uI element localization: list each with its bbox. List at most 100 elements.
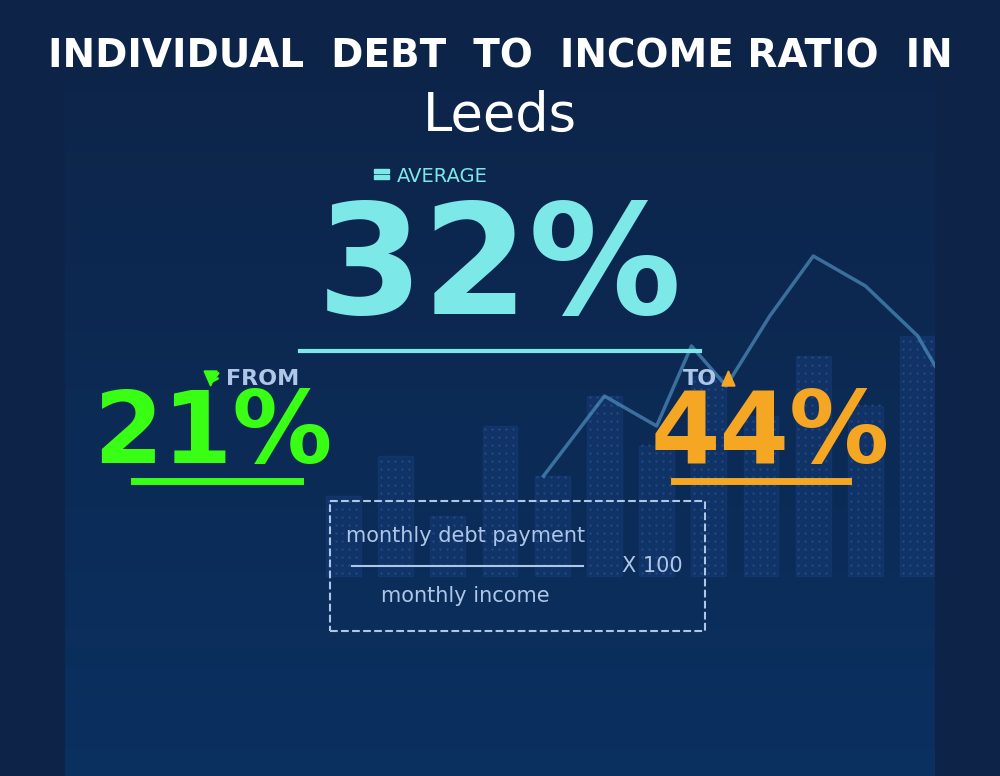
Bar: [65, 629, 935, 632]
Bar: [65, 198, 935, 202]
Bar: [65, 555, 935, 559]
Bar: [65, 39, 935, 43]
Text: X 100: X 100: [622, 556, 683, 576]
Text: TO: TO: [683, 369, 718, 389]
Bar: [65, 19, 935, 23]
Bar: [65, 97, 935, 101]
Bar: [65, 252, 935, 256]
Bar: [65, 435, 935, 438]
Bar: [65, 710, 935, 714]
Bar: [65, 512, 935, 516]
Bar: [65, 598, 935, 601]
Bar: [65, 326, 935, 330]
Bar: [65, 23, 935, 27]
Bar: [65, 287, 935, 291]
Bar: [65, 687, 935, 691]
Bar: [65, 679, 935, 683]
Bar: [65, 458, 935, 462]
Bar: [65, 217, 935, 221]
Bar: [900, 336, 935, 576]
Text: monthly income: monthly income: [381, 586, 550, 606]
Bar: [65, 675, 935, 679]
Bar: [65, 714, 935, 718]
Bar: [65, 194, 935, 198]
Polygon shape: [204, 371, 217, 386]
Bar: [65, 466, 935, 469]
Bar: [65, 0, 935, 4]
Bar: [65, 477, 935, 481]
Bar: [65, 380, 935, 384]
Bar: [65, 407, 935, 411]
Bar: [65, 753, 935, 757]
Bar: [65, 485, 935, 489]
Bar: [65, 116, 935, 120]
Bar: [65, 501, 935, 504]
Bar: [65, 279, 935, 283]
Bar: [65, 365, 935, 369]
Bar: [65, 528, 935, 532]
Bar: [65, 683, 935, 687]
Bar: [65, 760, 935, 764]
Bar: [65, 70, 935, 74]
Bar: [483, 426, 517, 576]
Bar: [65, 497, 935, 501]
Bar: [65, 722, 935, 726]
Bar: [65, 605, 935, 609]
Bar: [65, 233, 935, 237]
Bar: [65, 469, 935, 473]
Bar: [65, 144, 935, 147]
Bar: [65, 136, 935, 140]
Bar: [65, 400, 935, 404]
Bar: [65, 388, 935, 392]
Bar: [374, 169, 389, 173]
Bar: [65, 275, 935, 279]
Bar: [65, 729, 935, 733]
Bar: [65, 745, 935, 749]
Bar: [65, 640, 935, 644]
Bar: [65, 698, 935, 702]
Bar: [378, 456, 413, 576]
Bar: [430, 516, 465, 576]
Bar: [65, 283, 935, 287]
Bar: [65, 341, 935, 345]
Bar: [65, 423, 935, 427]
Bar: [65, 427, 935, 431]
Bar: [65, 322, 935, 326]
Bar: [65, 586, 935, 590]
Bar: [65, 54, 935, 58]
Bar: [744, 416, 778, 576]
Bar: [65, 16, 935, 19]
Bar: [65, 272, 935, 275]
Bar: [65, 303, 935, 307]
Bar: [65, 691, 935, 695]
Bar: [65, 431, 935, 435]
Bar: [65, 85, 935, 89]
Text: monthly debt payment: monthly debt payment: [346, 526, 585, 546]
Bar: [65, 353, 935, 357]
Bar: [65, 237, 935, 241]
Bar: [65, 105, 935, 109]
Bar: [65, 644, 935, 648]
Bar: [691, 376, 726, 576]
Bar: [65, 551, 935, 555]
Bar: [65, 202, 935, 206]
Bar: [65, 27, 935, 31]
Bar: [65, 43, 935, 47]
Bar: [65, 415, 935, 419]
Bar: [65, 369, 935, 372]
Bar: [65, 667, 935, 671]
Bar: [65, 504, 935, 508]
Bar: [65, 93, 935, 97]
Bar: [65, 155, 935, 159]
Bar: [65, 361, 935, 365]
Bar: [65, 489, 935, 493]
Bar: [65, 248, 935, 252]
Bar: [330, 501, 705, 631]
Bar: [65, 481, 935, 485]
Bar: [65, 632, 935, 636]
Bar: [65, 264, 935, 268]
Bar: [65, 493, 935, 497]
Bar: [65, 101, 935, 105]
Bar: [65, 601, 935, 605]
Bar: [65, 74, 935, 78]
